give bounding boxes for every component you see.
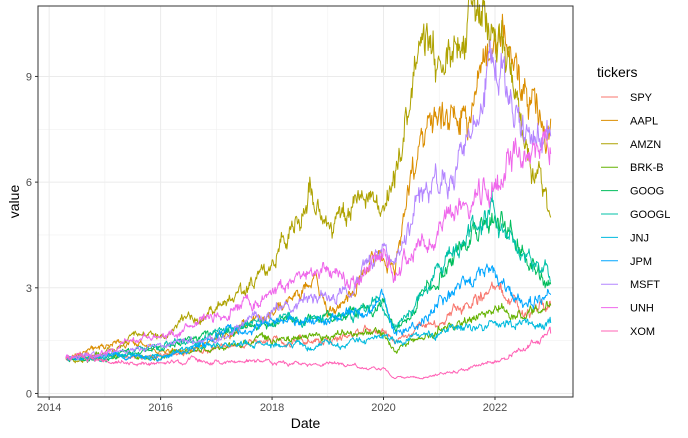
x-tick-label: 2020: [371, 402, 395, 414]
series-line-xom: [65, 326, 552, 380]
series-layer: [65, 0, 552, 380]
series-line-unh: [65, 128, 552, 359]
x-tick-label: 2022: [483, 402, 507, 414]
legend-label-amzn: AMZN: [630, 139, 661, 151]
legend-label-msft: MSFT: [630, 279, 660, 291]
plot-panel: [38, 6, 573, 397]
legend: tickers SPY AAPL AMZN BRK-B GOOG GOOGL JNJ JPM M…: [597, 64, 670, 338]
series-line-amzn: [65, 0, 552, 364]
legend-label-brk-b: BRK-B: [630, 162, 664, 174]
legend-label-googl: GOOGL: [630, 209, 670, 221]
panel-border: [37, 5, 574, 398]
series-line-aapl: [65, 13, 552, 360]
series-line-brk-b: [65, 300, 552, 361]
legend-label-aapl: AAPL: [630, 115, 658, 127]
legend-label-jpm: JPM: [630, 256, 652, 268]
x-tick-label: 2018: [260, 402, 284, 414]
y-axis-title: value: [6, 185, 22, 219]
y-tick-label: 9: [26, 71, 32, 83]
y-tick-label: 0: [26, 388, 32, 400]
y-tick-label: 3: [26, 283, 32, 295]
legend-title: tickers: [597, 64, 637, 80]
panel-background: [38, 6, 573, 397]
x-axis-title: Date: [291, 415, 321, 431]
legend-label-xom: XOM: [630, 326, 655, 338]
series-line-msft: [65, 39, 552, 361]
legend-label-spy: SPY: [630, 92, 653, 104]
series-line-jpm: [65, 263, 552, 362]
x-tick-label: 2016: [148, 402, 172, 414]
legend-label-unh: UNH: [630, 303, 654, 315]
legend-label-jnj: JNJ: [630, 232, 649, 244]
axes-layer: 2014 2016 2018 2020 2022 0 3 6 9: [26, 5, 574, 414]
y-tick-label: 6: [26, 177, 32, 189]
x-tick-label: 2014: [37, 402, 61, 414]
legend-label-goog: GOOG: [630, 186, 664, 198]
